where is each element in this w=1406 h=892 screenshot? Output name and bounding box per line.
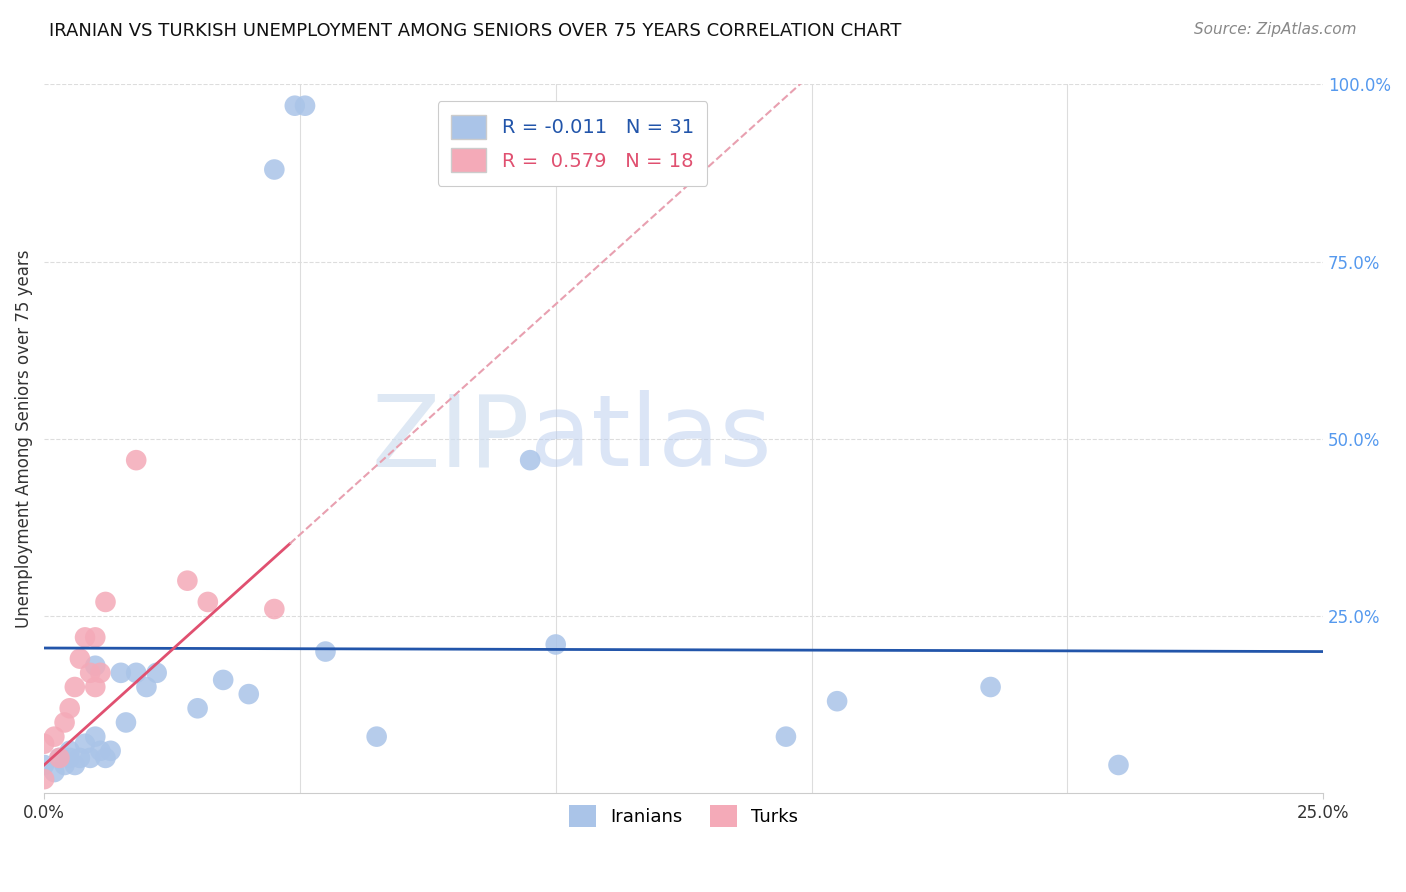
Point	[197, 595, 219, 609]
Point	[544, 638, 567, 652]
Point	[519, 453, 541, 467]
Point	[69, 651, 91, 665]
Y-axis label: Unemployment Among Seniors over 75 years: Unemployment Among Seniors over 75 years	[15, 250, 32, 628]
Point	[53, 758, 76, 772]
Point	[294, 99, 316, 113]
Point	[1108, 758, 1130, 772]
Point	[115, 715, 138, 730]
Point	[79, 665, 101, 680]
Point	[44, 765, 66, 780]
Point	[69, 751, 91, 765]
Point	[284, 99, 307, 113]
Text: IRANIAN VS TURKISH UNEMPLOYMENT AMONG SENIORS OVER 75 YEARS CORRELATION CHART: IRANIAN VS TURKISH UNEMPLOYMENT AMONG SE…	[49, 22, 901, 40]
Text: atlas: atlas	[530, 391, 772, 487]
Point	[238, 687, 260, 701]
Point	[44, 730, 66, 744]
Point	[59, 751, 82, 765]
Point	[89, 665, 111, 680]
Point	[94, 595, 117, 609]
Point	[94, 751, 117, 765]
Point	[366, 730, 388, 744]
Point	[89, 744, 111, 758]
Point	[100, 744, 122, 758]
Point	[125, 453, 148, 467]
Point	[48, 751, 70, 765]
Point	[63, 758, 86, 772]
Point	[73, 737, 96, 751]
Point	[84, 631, 107, 645]
Point	[84, 658, 107, 673]
Point	[176, 574, 198, 588]
Point	[212, 673, 235, 687]
Point	[125, 665, 148, 680]
Point	[79, 751, 101, 765]
Point	[59, 701, 82, 715]
Legend: Iranians, Turks: Iranians, Turks	[562, 797, 806, 834]
Point	[263, 602, 285, 616]
Point	[135, 680, 157, 694]
Point	[263, 162, 285, 177]
Text: ZIP: ZIP	[371, 391, 530, 487]
Point	[110, 665, 132, 680]
Point	[84, 680, 107, 694]
Point	[53, 715, 76, 730]
Point	[315, 644, 337, 658]
Point	[84, 730, 107, 744]
Point	[73, 631, 96, 645]
Point	[59, 744, 82, 758]
Point	[32, 772, 55, 787]
Text: Source: ZipAtlas.com: Source: ZipAtlas.com	[1194, 22, 1357, 37]
Point	[32, 737, 55, 751]
Point	[32, 758, 55, 772]
Point	[187, 701, 209, 715]
Point	[48, 751, 70, 765]
Point	[63, 680, 86, 694]
Point	[980, 680, 1002, 694]
Point	[145, 665, 167, 680]
Point	[775, 730, 797, 744]
Point	[825, 694, 848, 708]
